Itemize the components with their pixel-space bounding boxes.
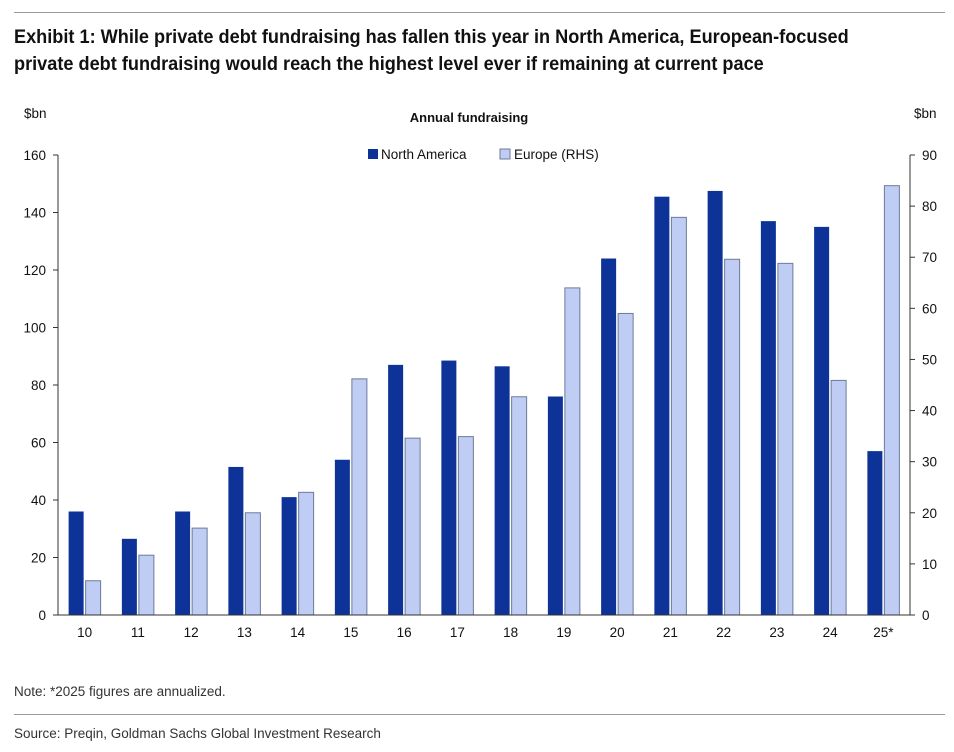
bar-europe	[191, 527, 208, 616]
bar-north-america	[601, 258, 617, 615]
bar-north-america	[814, 226, 830, 615]
right-axis-tick-label: 60	[922, 301, 937, 316]
top-rule	[14, 12, 945, 13]
x-axis-tick-label: 12	[184, 625, 199, 640]
bar-north-america	[654, 196, 670, 615]
x-axis-tick-label: 21	[663, 625, 678, 640]
bar-north-america	[334, 459, 350, 615]
x-axis-tick-label: 17	[450, 625, 465, 640]
right-axis-tick-label: 10	[922, 557, 937, 572]
bar-north-america	[494, 366, 510, 615]
right-axis-unit-label: $bn	[914, 106, 937, 121]
note-rule	[14, 714, 945, 715]
bar-europe	[244, 512, 261, 616]
x-axis-tick-label: 24	[823, 625, 839, 640]
right-axis-tick-label: 70	[922, 250, 937, 265]
bar-europe	[830, 379, 847, 616]
source-line: Source: Preqin, Goldman Sachs Global Inv…	[14, 726, 381, 741]
bar-europe	[457, 436, 474, 616]
legend-label-north-america: North America	[381, 147, 467, 162]
left-axis-tick-label: 140	[23, 206, 46, 221]
right-axis-tick-label: 0	[922, 608, 930, 623]
left-axis-tick-label: 0	[38, 608, 46, 623]
left-axis-tick-label: 160	[23, 148, 46, 163]
x-axis-tick-label: 15	[343, 625, 358, 640]
x-axis-tick-label: 14	[290, 625, 306, 640]
x-axis-tick-label: 16	[397, 625, 412, 640]
bar-north-america	[388, 364, 404, 615]
chart-title: Annual fundraising	[410, 110, 529, 125]
bar-europe	[351, 378, 368, 616]
bar-north-america	[441, 360, 457, 615]
bar-europe	[883, 185, 900, 616]
right-axis-tick-label: 80	[922, 199, 937, 214]
x-axis-tick-label: 11	[131, 625, 145, 640]
bar-north-america	[68, 511, 84, 615]
left-axis-tick-label: 120	[23, 263, 46, 278]
left-axis-tick-label: 100	[23, 321, 46, 336]
right-axis-tick-label: 20	[922, 506, 937, 521]
left-axis-tick-label: 80	[31, 378, 46, 393]
left-axis-tick-label: 20	[31, 551, 46, 566]
bar-chart: Annual fundraising$bn $bn0204060801001201…	[23, 106, 937, 640]
right-axis-tick-label: 90	[922, 148, 937, 163]
bar-europe	[298, 491, 315, 616]
bar-europe	[511, 396, 528, 616]
bar-north-america	[121, 538, 137, 615]
legend-swatch-north-america	[368, 149, 378, 159]
bar-europe	[617, 312, 634, 616]
x-axis-tick-label: 22	[716, 625, 731, 640]
right-axis-tick-label: 50	[922, 352, 937, 367]
bar-north-america	[281, 497, 297, 615]
right-axis-tick-label: 30	[922, 455, 937, 470]
x-axis-tick-label: 23	[769, 625, 784, 640]
exhibit-title: Exhibit 1: While private debt fundraisin…	[14, 26, 849, 75]
bar-europe	[138, 554, 155, 616]
bar-europe	[670, 216, 687, 616]
bar-north-america	[867, 451, 883, 615]
x-axis-tick-label: 19	[556, 625, 571, 640]
legend-swatch-europe	[499, 148, 511, 160]
x-axis-tick-label: 25*	[873, 625, 894, 640]
bar-europe	[85, 580, 102, 616]
x-axis-tick-label: 20	[610, 625, 625, 640]
bar-europe	[724, 258, 741, 616]
legend-label-europe: Europe (RHS)	[514, 147, 599, 162]
right-axis-tick-label: 40	[922, 404, 937, 419]
left-axis-tick-label: 60	[31, 436, 46, 451]
chart-note: Note: *2025 figures are annualized.	[14, 684, 226, 699]
bar-europe	[404, 437, 421, 616]
x-axis-tick-label: 18	[503, 625, 518, 640]
bar-europe	[564, 287, 581, 616]
bar-north-america	[175, 511, 191, 615]
left-axis-tick-label: 40	[31, 493, 46, 508]
x-axis-tick-label: 10	[77, 625, 92, 640]
bar-north-america	[707, 190, 723, 615]
left-axis-unit-label: $bn	[24, 106, 47, 121]
bar-north-america	[547, 396, 563, 615]
bar-north-america	[760, 221, 776, 615]
bar-north-america	[228, 466, 244, 615]
x-axis-tick-label: 13	[237, 625, 252, 640]
bar-europe	[777, 262, 794, 616]
